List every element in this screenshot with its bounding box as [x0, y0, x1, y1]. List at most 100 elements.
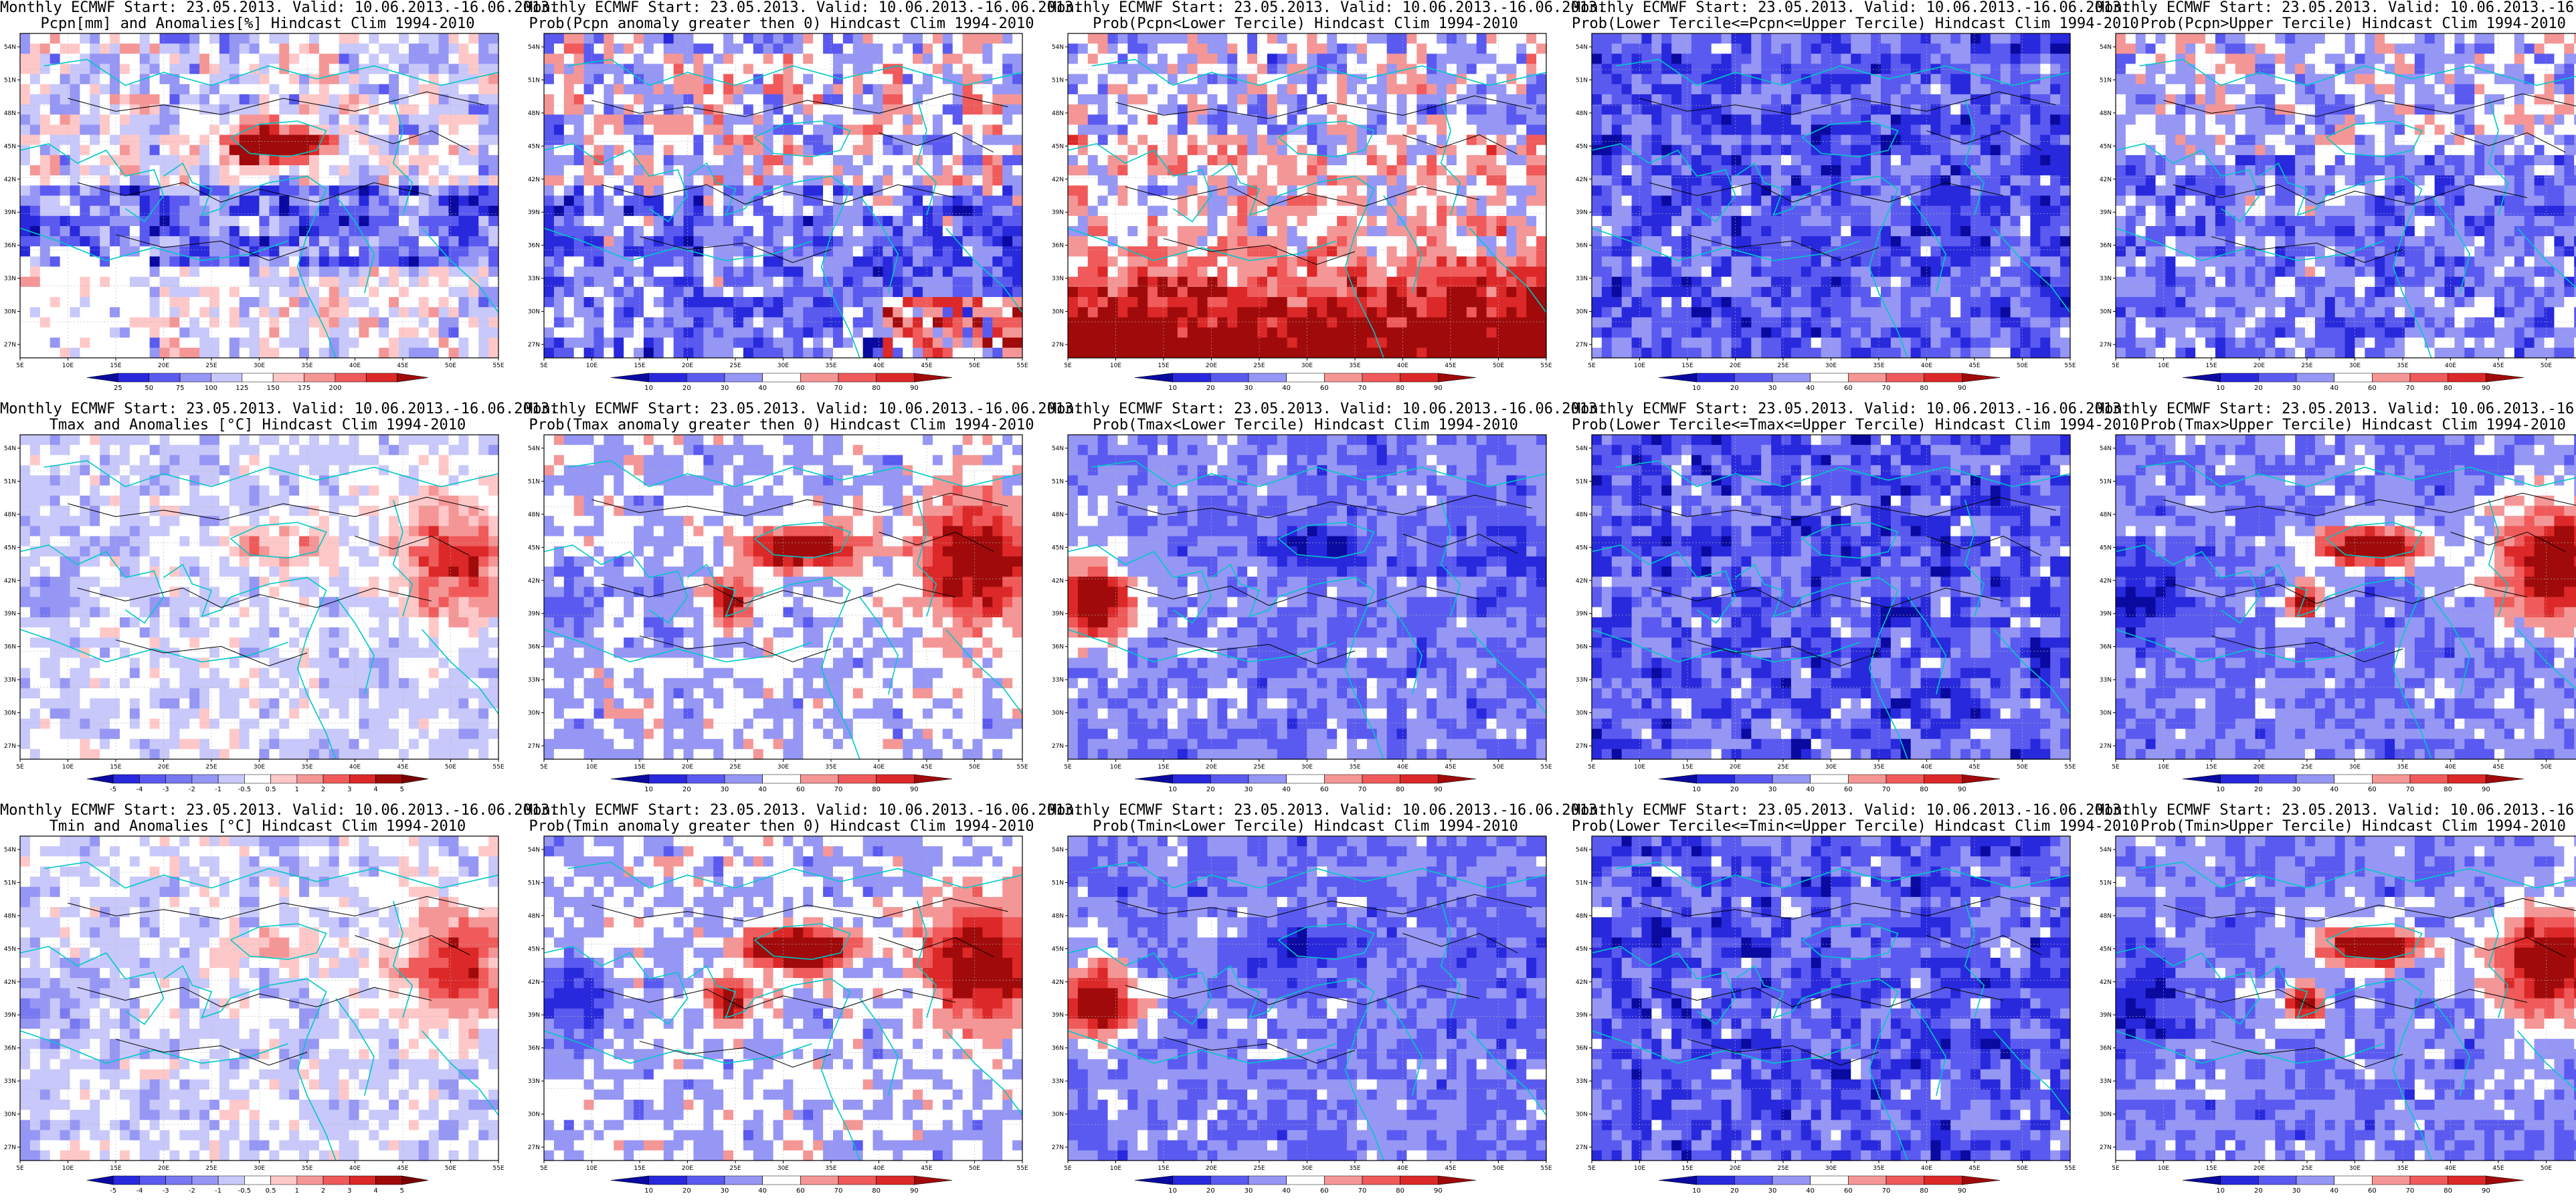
lon-tick-label: 30E	[777, 363, 789, 369]
map-canvas: 5E 10E 15E 20E 25E 30E 35E 40E 45E 50E 55E 54N 51N 48…	[1576, 434, 2076, 793]
colorbar-label: 60	[796, 385, 805, 392]
lat-tick-label: 27N	[528, 743, 540, 750]
lat-tick-label: 39N	[1576, 209, 1588, 216]
map-canvas: 5E 10E 15E 20E 25E 30E 35E 40E 45E 50E 55E 54N 51N 48…	[4, 33, 504, 392]
panel-title-line2: Tmax and Anomalies [°C] Hindcast Clim 19…	[0, 417, 515, 433]
panel-title-line2: Prob(Lower Tercile<=Tmax<=Upper Tercile)…	[1572, 417, 2139, 433]
lon-tick-label: 20E	[682, 363, 693, 369]
colorbar-swatch	[86, 774, 114, 784]
lat-tick-label: 36N	[2100, 243, 2112, 249]
lon-tick-label: 20E	[1730, 1165, 1741, 1172]
colorbar-label: 125	[236, 385, 248, 392]
colorbar-swatch	[244, 1175, 271, 1185]
panel-title-line1: Monthly ECMWF Start: 23.05.2013. Valid: …	[0, 0, 558, 16]
lon-tick-label: 50E	[2541, 363, 2552, 369]
field-shading	[20, 836, 499, 1161]
lat-tick-label: 48N	[1052, 512, 1064, 518]
lon-tick-label: 20E	[682, 764, 693, 771]
lon-tick-label: 40E	[349, 764, 361, 771]
colorbar-swatch	[1400, 1175, 1439, 1185]
lon-tick-label: 35E	[1873, 363, 1884, 369]
colorbar-label: 60	[1844, 786, 1853, 793]
lon-tick-label: 5E	[2112, 764, 2120, 771]
lat-tick-label: 39N	[1576, 611, 1588, 617]
coastlines	[19, 460, 499, 760]
colorbar-swatch	[1772, 373, 1811, 383]
colorbar-swatch	[800, 1175, 839, 1185]
colorbar-label: 175	[298, 385, 310, 392]
colorbar-swatch	[762, 774, 801, 784]
coastlines	[1067, 460, 1547, 760]
lon-tick-label: 55E	[1540, 363, 1552, 369]
lat-tick-label: 45N	[2100, 946, 2112, 952]
lat-tick-label: 48N	[2100, 512, 2112, 518]
lon-tick-label: 10E	[62, 1165, 74, 1172]
map-panel-4: Monthly ECMWF Start: 23.05.2013. Valid: …	[1572, 0, 2139, 401]
colorbar-swatch	[724, 373, 763, 383]
lon-tick-label: 40E	[873, 1165, 885, 1172]
colorbar-swatch	[648, 1175, 687, 1185]
colorbar: 10 20 30 40 60 70 80 90	[2182, 373, 2524, 392]
colorbar-swatch	[1248, 774, 1287, 784]
map-gridlines	[1592, 836, 2070, 1161]
colorbar: 25 50 75 100 125 150 175 200	[86, 373, 429, 392]
colorbar-label: 60	[1320, 786, 1329, 793]
field-shading	[1592, 836, 2071, 1161]
lat-tick-label: 27N	[2100, 1144, 2112, 1151]
colorbar-swatch	[2448, 373, 2486, 383]
map-gridlines	[544, 836, 1022, 1161]
panel-title-line1: Monthly ECMWF Start: 23.05.2013. Valid: …	[0, 803, 558, 819]
colorbar-swatch	[724, 1175, 763, 1185]
lat-tick-label: 48N	[4, 512, 16, 518]
colorbar-swatch	[610, 373, 649, 383]
colorbar-label: 20	[2254, 385, 2263, 392]
panel-title-line2: Pcpn[mm] and Anomalies[%] Hindcast Clim …	[0, 16, 515, 32]
lon-tick-label: 55E	[1016, 764, 1028, 771]
map-canvas: 5E 10E 15E 20E 25E 30E 35E 40E 45E 50E 55E 54N 51N 48…	[1576, 33, 2076, 392]
colorbar-swatch	[1848, 373, 1887, 383]
colorbar-label: 80	[2444, 786, 2452, 793]
panel-title-line1: Monthly ECMWF Start: 23.05.2013. Valid: …	[0, 401, 558, 417]
panel-title-line2: Prob(Tmax anomaly greater then 0) Hindca…	[524, 417, 1039, 433]
lon-tick-label: 45E	[921, 1165, 932, 1172]
colorbar-swatch	[244, 774, 271, 784]
lon-tick-label: 5E	[16, 363, 24, 369]
map-gridlines	[1592, 33, 2070, 358]
lon-tick-label: 45E	[1968, 764, 1980, 771]
colorbar-swatch	[1962, 373, 2001, 383]
colorbar-swatch	[686, 1175, 725, 1185]
lat-tick-label: 54N	[4, 847, 16, 854]
lon-tick-label: 5E	[540, 1165, 548, 1172]
contour-lines	[591, 93, 1008, 264]
colorbar-swatch	[270, 774, 298, 784]
lat-tick-label: 45N	[1576, 143, 1588, 150]
colorbar-swatch	[2334, 1175, 2373, 1185]
map-panel-3: Monthly ECMWF Start: 23.05.2013. Valid: …	[1048, 0, 1606, 401]
colorbar-label: -3	[163, 1187, 169, 1195]
colorbar-label: 60	[1320, 385, 1329, 392]
lon-tick-label: 50E	[1493, 363, 1504, 369]
lon-tick-label: 50E	[445, 1165, 456, 1172]
colorbar-label: 100	[205, 385, 217, 392]
colorbar-label: 20	[1206, 1187, 1215, 1195]
lat-tick-label: 36N	[1576, 243, 1588, 249]
colorbar-label: 30	[2292, 385, 2301, 392]
colorbar-swatch	[1438, 774, 1477, 784]
colorbar-label: 90	[2482, 385, 2490, 392]
colorbar-label: 60	[796, 1187, 805, 1195]
field-shading	[20, 435, 499, 760]
colorbar-swatch	[838, 774, 877, 784]
lon-tick-label: 25E	[1777, 764, 1788, 771]
lat-tick-label: 51N	[1576, 478, 1588, 485]
field-shading	[2116, 33, 2576, 359]
panel-title-line1: Monthly ECMWF Start: 23.05.2013. Valid: …	[1572, 803, 2130, 819]
colorbar-label: 3	[347, 786, 351, 793]
colorbar: 10 20 30 40 60 70 80 90	[2182, 774, 2524, 793]
lat-tick-label: 54N	[1576, 445, 1588, 452]
lat-tick-label: 45N	[2100, 143, 2112, 150]
colorbar-label: 80	[872, 1187, 881, 1195]
colorbar-label: 20	[682, 385, 691, 392]
colorbar-swatch	[876, 774, 915, 784]
lat-tick-label: 42N	[1576, 979, 1588, 986]
lon-tick-label: 15E	[1158, 764, 1169, 771]
